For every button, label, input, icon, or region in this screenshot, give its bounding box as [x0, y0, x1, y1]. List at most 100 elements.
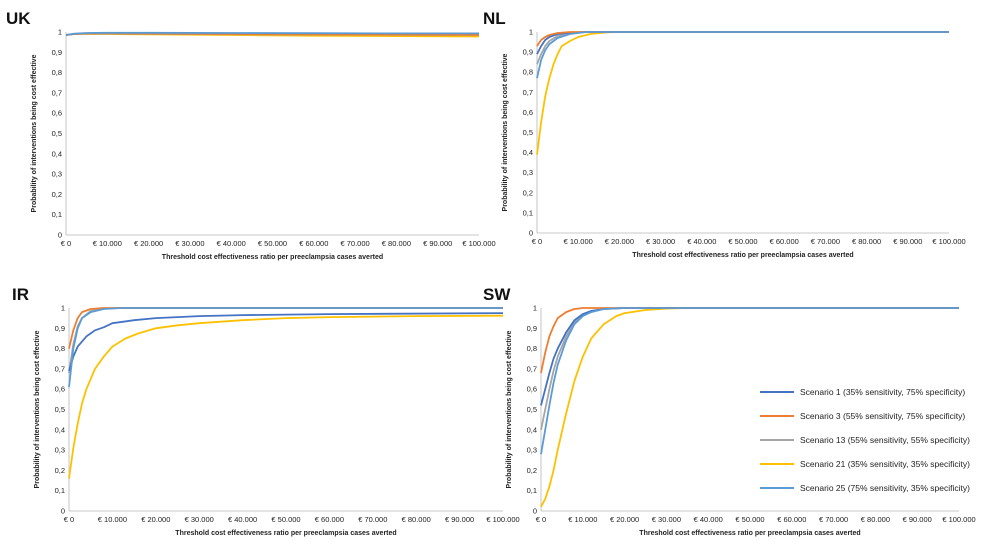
y-tick-label: 0,5 — [527, 405, 537, 414]
x-tick-label: € 60.000 — [777, 515, 806, 524]
chart-panel-ir: IR 0 0,1 0,2 0,3 0,4 0,5 0,6 0,7 0,8 0,9 1 € 0 € 10.0… — [12, 285, 520, 537]
x-tick-label: € 70.000 — [340, 239, 369, 248]
legend-label: Scenario 3 (55% sensitivity, 75% specifi… — [800, 411, 965, 421]
x-tick-label: € 20.000 — [134, 239, 163, 248]
y-tick-label: 0,2 — [527, 466, 537, 475]
y-axis-title: Probability of interventions being cost … — [502, 53, 509, 211]
x-tick-label: € 40.000 — [687, 237, 716, 246]
x-tick-label: € 30.000 — [646, 237, 675, 246]
y-tick-label: 0,7 — [55, 364, 65, 373]
x-tick-label: € 100.000 — [462, 239, 495, 248]
x-tick-label: € 90.000 — [445, 515, 474, 524]
legend-label: Scenario 13 (55% sensitivity, 55% specif… — [800, 435, 970, 445]
y-tick-label: 0,7 — [52, 88, 62, 97]
x-tick-label: € 90.000 — [893, 237, 922, 246]
x-tick-label: € 40.000 — [694, 515, 723, 524]
x-axis-title: Threshold cost effectiveness ratio per p… — [162, 254, 383, 261]
y-tick-label: 0,3 — [527, 446, 537, 455]
x-tick-label: € 80.000 — [861, 515, 890, 524]
y-tick-label: 0,6 — [527, 385, 537, 394]
series-line-5 — [65, 31, 479, 36]
x-tick-label: € 70.000 — [811, 237, 840, 246]
series-line-1 — [536, 31, 949, 55]
x-axis-title: Threshold cost effectiveness ratio per p… — [175, 530, 396, 537]
chart-panel-nl: NL 0 0,1 0,2 0,3 0,4 0,5 0,6 0,7 0,8 0,9 1 € 0 € 10.0… — [483, 9, 966, 259]
x-tick-label: € 0 — [64, 515, 74, 524]
x-tick-label: € 80.000 — [402, 515, 431, 524]
panel-title: IR — [12, 285, 29, 304]
x-tick-label: € 70.000 — [819, 515, 848, 524]
y-axis-title: Probability of interventions being cost … — [34, 330, 41, 488]
x-tick-label: € 60.000 — [299, 239, 328, 248]
x-tick-label: € 40.000 — [217, 239, 246, 248]
series-line-5 — [540, 307, 959, 455]
x-axis-title: Threshold cost effectiveness ratio per p… — [639, 530, 860, 537]
y-tick-label: 0,4 — [527, 425, 537, 434]
x-tick-label: € 10.000 — [98, 515, 127, 524]
series-line-5 — [536, 31, 949, 79]
legend: Scenario 1 (35% sensitivity, 75% specifi… — [760, 387, 970, 493]
y-tick-label: 0,2 — [52, 190, 62, 199]
y-tick-label: 0 — [529, 229, 533, 238]
y-axis-title: Probability of interventions being cost … — [506, 330, 513, 488]
legend-label: Scenario 21 (35% sensitivity, 35% specif… — [800, 459, 970, 469]
y-tick-label: 0,6 — [55, 385, 65, 394]
x-tick-label: € 80.000 — [852, 237, 881, 246]
x-tick-label: € 60.000 — [770, 237, 799, 246]
y-tick-label: 0,3 — [52, 170, 62, 179]
x-tick-label: € 80.000 — [382, 239, 411, 248]
y-tick-label: 0,6 — [523, 108, 533, 117]
y-tick-label: 0,8 — [523, 68, 533, 77]
x-tick-label: € 100.000 — [486, 515, 519, 524]
y-tick-label: 0,9 — [52, 48, 62, 57]
y-tick-label: 0 — [58, 231, 62, 240]
x-tick-label: € 30.000 — [652, 515, 681, 524]
y-tick-label: 0,5 — [523, 128, 533, 137]
x-tick-label: € 70.000 — [358, 515, 387, 524]
y-tick-label: 0,8 — [527, 344, 537, 353]
series-line-4 — [68, 314, 504, 479]
series-line-5 — [68, 307, 503, 388]
y-tick-label: 0,9 — [55, 324, 65, 333]
y-tick-label: 0,8 — [55, 344, 65, 353]
x-axis-title: Threshold cost effectiveness ratio per p… — [632, 252, 853, 259]
y-tick-label: 0,1 — [52, 210, 62, 219]
y-tick-label: 1 — [58, 28, 62, 37]
x-tick-label: € 50.000 — [271, 515, 300, 524]
series-line-2 — [540, 307, 959, 374]
series-line-1 — [68, 312, 504, 372]
legend-label: Scenario 25 (75% sensitivity, 35% specif… — [800, 483, 970, 493]
panel-title: UK — [6, 9, 31, 28]
panel-title: SW — [483, 285, 511, 304]
y-axis-title: Probability of interventions being cost … — [31, 54, 38, 212]
x-tick-label: € 40.000 — [228, 515, 257, 524]
y-tick-label: 1 — [61, 304, 65, 313]
x-tick-label: € 0 — [536, 515, 546, 524]
x-tick-label: € 20.000 — [610, 515, 639, 524]
chart-panel-sw: SW 0 0,1 0,2 0,3 0,4 0,5 0,6 0,7 0,8 0,9 1 € 0 € 10.0… — [483, 285, 976, 537]
panel-title: NL — [483, 9, 506, 28]
y-tick-label: 0,9 — [527, 324, 537, 333]
x-tick-label: € 60.000 — [315, 515, 344, 524]
legend-label: Scenario 1 (35% sensitivity, 75% specifi… — [800, 387, 965, 397]
y-tick-label: 0,5 — [52, 129, 62, 138]
y-tick-label: 0,8 — [52, 68, 62, 77]
y-tick-label: 0,4 — [523, 148, 533, 157]
x-tick-label: € 0 — [61, 239, 71, 248]
x-tick-label: € 50.000 — [258, 239, 287, 248]
chart-panel-uk: UK 0 0,1 0,2 0,3 0,4 0,5 0,6 0,7 0,8 0,9 1 € 0 € 10.0… — [6, 9, 496, 261]
x-tick-label: € 90.000 — [423, 239, 452, 248]
y-tick-label: 0,5 — [55, 405, 65, 414]
x-tick-label: € 30.000 — [175, 239, 204, 248]
y-tick-label: 0,4 — [52, 149, 62, 158]
y-tick-label: 0,4 — [55, 425, 65, 434]
y-tick-label: 0,1 — [527, 486, 537, 495]
y-tick-label: 0 — [61, 507, 65, 516]
series-line-4 — [540, 307, 959, 508]
x-tick-label: € 20.000 — [605, 237, 634, 246]
x-tick-label: € 20.000 — [141, 515, 170, 524]
x-tick-label: € 30.000 — [185, 515, 214, 524]
x-tick-label: € 100.000 — [942, 515, 975, 524]
y-tick-label: 0,7 — [527, 364, 537, 373]
y-tick-label: 0,9 — [523, 48, 533, 57]
